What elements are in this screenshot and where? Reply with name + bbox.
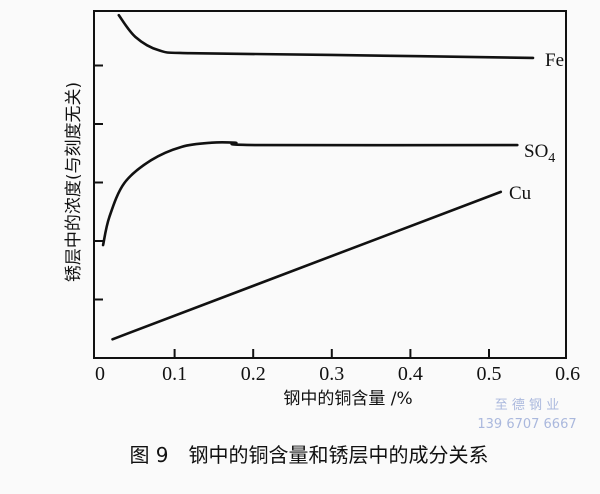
x-tick-label: 0.6	[555, 363, 580, 385]
x-tick-label: 0.1	[162, 363, 187, 385]
x-tick-label: 0.5	[477, 363, 502, 385]
series-line-so4	[101, 141, 519, 247]
series-label-cu: Cu	[509, 183, 532, 204]
series-line-fe	[117, 13, 535, 60]
series-label-fe: Fe	[545, 50, 564, 71]
watermark-phone: 139 6707 6667	[477, 417, 576, 432]
plot-frame	[93, 10, 567, 359]
x-tick-label: 0	[95, 363, 105, 385]
x-tick-label: 0.2	[241, 363, 266, 385]
series-label-so4: SO4	[524, 141, 555, 166]
watermark-name: 至 德 钢 业	[495, 398, 559, 413]
x-axis-title: 钢中的铜含量 /%	[283, 389, 412, 409]
series-line-cu	[111, 190, 503, 341]
x-tick-label: 0.4	[398, 363, 423, 385]
y-axis-title: 锈层中的浓度(与刻度无关)	[64, 82, 84, 282]
figure-caption: 图 9 钢中的铜含量和锈层中的成分关系	[129, 443, 488, 467]
x-tick-label: 0.3	[319, 363, 344, 385]
